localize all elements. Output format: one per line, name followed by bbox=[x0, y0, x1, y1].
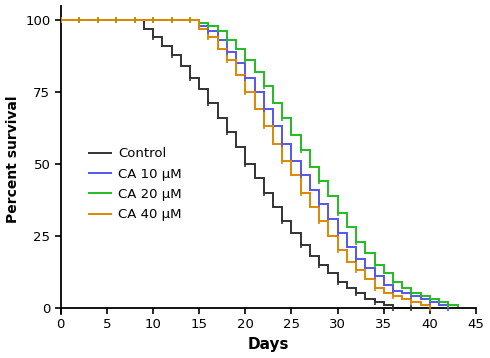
Y-axis label: Percent survival: Percent survival bbox=[5, 96, 20, 223]
Legend: Control, CA 10 μM, CA 20 μM, CA 40 μM: Control, CA 10 μM, CA 20 μM, CA 40 μM bbox=[84, 144, 186, 225]
X-axis label: Days: Days bbox=[247, 337, 289, 352]
